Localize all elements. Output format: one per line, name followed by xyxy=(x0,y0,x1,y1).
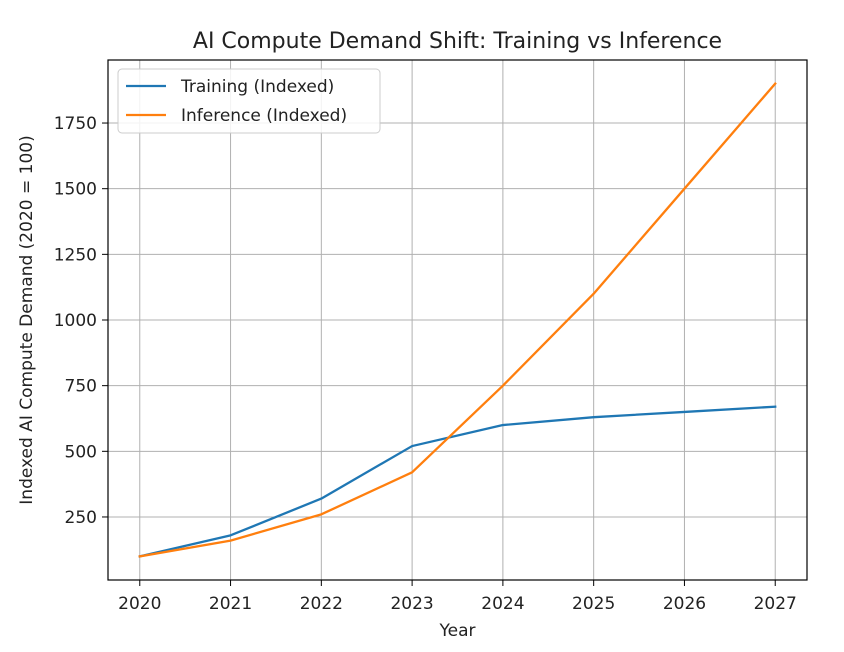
x-tick-label: 2020 xyxy=(118,594,161,614)
y-tick-label: 1750 xyxy=(54,114,97,134)
legend-label: Inference (Indexed) xyxy=(181,106,347,126)
x-axis-ticks: 2020 2021 2022 2023 2024 2025 2026 2027 xyxy=(118,580,797,614)
x-tick-label: 2023 xyxy=(390,594,433,614)
grid-lines xyxy=(108,60,807,580)
y-axis-ticks: 250 500 750 1000 1250 1500 1750 xyxy=(54,114,108,528)
y-tick-label: 500 xyxy=(65,442,97,462)
y-tick-label: 1500 xyxy=(54,180,97,200)
legend-label: Training (Indexed) xyxy=(180,77,334,97)
x-tick-label: 2027 xyxy=(754,594,797,614)
x-tick-label: 2024 xyxy=(481,594,524,614)
y-tick-label: 1250 xyxy=(54,245,97,265)
y-axis-title: Indexed AI Compute Demand (2020 = 100) xyxy=(17,135,37,504)
legend: Training (Indexed) Inference (Indexed) xyxy=(118,69,380,133)
x-tick-label: 2026 xyxy=(663,594,706,614)
x-tick-label: 2022 xyxy=(300,594,343,614)
y-tick-label: 750 xyxy=(65,377,97,397)
y-tick-label: 1000 xyxy=(54,311,97,331)
x-tick-label: 2021 xyxy=(209,594,252,614)
chart-title: AI Compute Demand Shift: Training vs Inf… xyxy=(193,29,722,54)
x-axis-title: Year xyxy=(439,621,476,641)
y-tick-label: 250 xyxy=(65,508,97,528)
x-tick-label: 2025 xyxy=(572,594,615,614)
